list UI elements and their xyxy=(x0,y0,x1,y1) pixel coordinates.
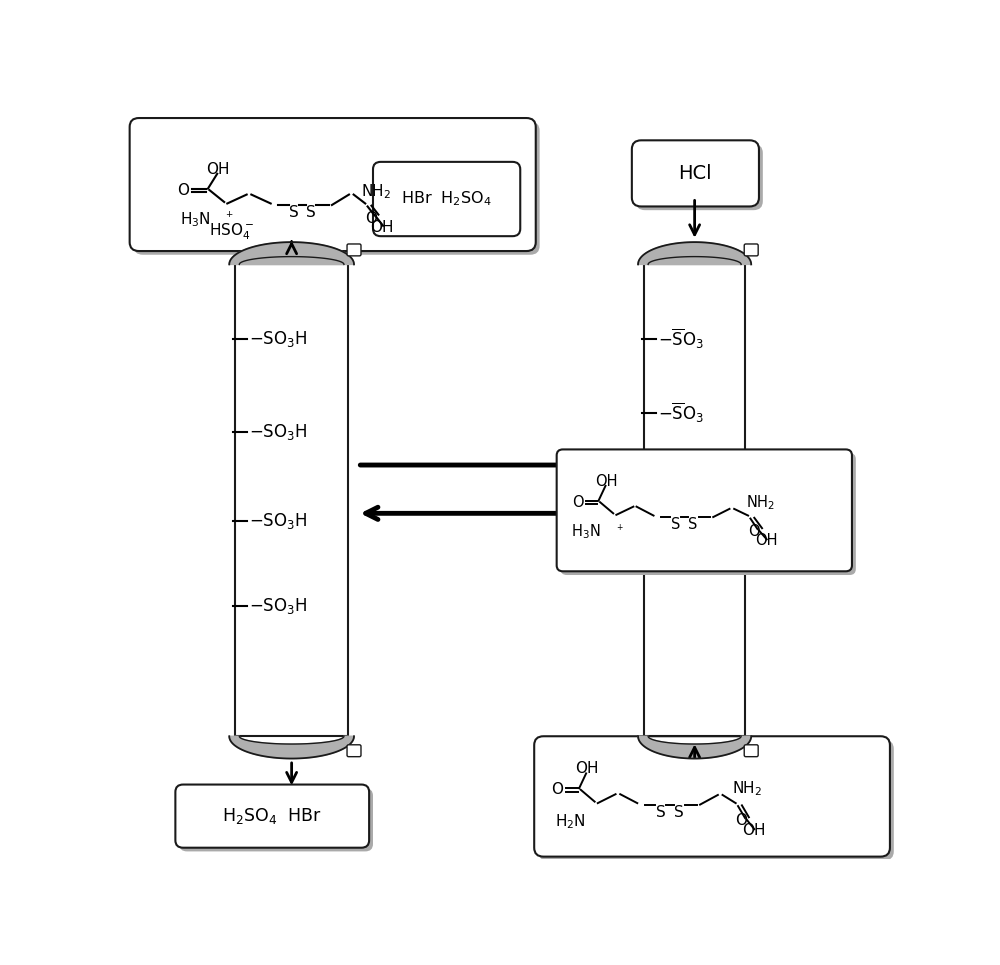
Text: H$_2$SO$_4$  HBr: H$_2$SO$_4$ HBr xyxy=(222,806,322,826)
FancyBboxPatch shape xyxy=(744,244,758,256)
Text: H$_3$N: H$_3$N xyxy=(180,210,210,229)
Text: OH: OH xyxy=(206,162,230,177)
Text: S: S xyxy=(674,805,684,820)
Text: S: S xyxy=(306,205,316,220)
Text: S: S xyxy=(289,205,299,220)
FancyBboxPatch shape xyxy=(632,140,759,207)
Text: $-$SO$_3$H: $-$SO$_3$H xyxy=(249,596,308,617)
Text: S: S xyxy=(671,517,680,532)
Text: OH: OH xyxy=(371,220,394,234)
Text: $-$SO$_3$H: $-$SO$_3$H xyxy=(249,329,308,348)
Text: O: O xyxy=(735,813,747,829)
FancyBboxPatch shape xyxy=(744,745,758,757)
Text: H$_3$N: H$_3$N xyxy=(571,522,601,540)
Text: HBr  H$_2$SO$_4$: HBr H$_2$SO$_4$ xyxy=(401,190,492,208)
Polygon shape xyxy=(229,242,354,264)
FancyBboxPatch shape xyxy=(376,165,523,239)
Text: HSO$_4^-$: HSO$_4^-$ xyxy=(209,221,255,242)
Text: NH$_2$: NH$_2$ xyxy=(361,182,391,201)
Text: $-$SO$_3$H: $-$SO$_3$H xyxy=(249,510,308,531)
FancyBboxPatch shape xyxy=(134,122,540,255)
Text: OH: OH xyxy=(755,534,777,548)
FancyBboxPatch shape xyxy=(534,736,890,857)
Text: S: S xyxy=(688,517,698,532)
Text: HCl: HCl xyxy=(679,164,712,183)
Polygon shape xyxy=(638,736,751,758)
Bar xyxy=(235,264,348,736)
Text: O: O xyxy=(573,495,584,510)
Text: O: O xyxy=(365,210,377,226)
Text: NH$_2$: NH$_2$ xyxy=(746,493,775,511)
Text: OH: OH xyxy=(743,823,766,839)
FancyBboxPatch shape xyxy=(175,785,369,847)
Bar xyxy=(644,264,745,736)
Text: $-$SO$_3$H: $-$SO$_3$H xyxy=(249,422,308,442)
FancyBboxPatch shape xyxy=(561,454,856,575)
Text: $-\overline{\rm S}$O$_3$: $-\overline{\rm S}$O$_3$ xyxy=(658,538,704,563)
Text: OH: OH xyxy=(595,474,618,489)
Text: S: S xyxy=(656,805,665,820)
FancyBboxPatch shape xyxy=(347,745,361,757)
Text: OH: OH xyxy=(575,761,599,777)
Text: $^+$: $^+$ xyxy=(224,210,234,223)
Polygon shape xyxy=(638,242,751,264)
FancyBboxPatch shape xyxy=(636,144,763,210)
FancyBboxPatch shape xyxy=(347,244,361,256)
Text: H$_2$N: H$_2$N xyxy=(555,813,585,831)
Text: $-\overline{\rm S}$O$_3$: $-\overline{\rm S}$O$_3$ xyxy=(658,401,704,425)
Text: $-\overline{\rm S}$O$_3$: $-\overline{\rm S}$O$_3$ xyxy=(658,326,704,351)
Text: $^+$: $^+$ xyxy=(615,523,624,534)
FancyBboxPatch shape xyxy=(557,450,852,571)
Text: O: O xyxy=(551,783,563,797)
Text: O: O xyxy=(748,524,759,539)
FancyBboxPatch shape xyxy=(538,740,894,861)
FancyBboxPatch shape xyxy=(130,118,536,251)
FancyBboxPatch shape xyxy=(179,788,373,851)
FancyBboxPatch shape xyxy=(373,162,520,236)
Text: O: O xyxy=(177,182,189,198)
Text: NH$_2$: NH$_2$ xyxy=(732,779,762,798)
Polygon shape xyxy=(229,736,354,758)
